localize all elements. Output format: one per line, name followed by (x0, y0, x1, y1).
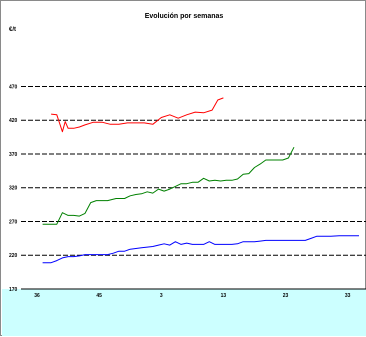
tick-layer: 170 220 270 320 370 420 470 36 45 3 13 23 33 (9, 84, 351, 299)
series-line-1 (51, 97, 224, 133)
x-tick-label: 3 (160, 293, 163, 299)
lower-band (2, 289, 366, 336)
y-tick-label: 170 (9, 287, 18, 293)
series-layer (42, 97, 359, 264)
y-tick-label: 370 (9, 152, 18, 158)
y-tick-label: 470 (9, 84, 18, 90)
x-tick-label: 33 (345, 293, 351, 299)
x-tick-label: 45 (96, 293, 102, 299)
series-line-3 (42, 235, 359, 264)
y-tick-label: 220 (9, 253, 18, 259)
x-tick-label: 23 (283, 293, 289, 299)
unit-label: €/t (9, 27, 16, 33)
grid-layer (21, 85, 366, 256)
x-tick-label: 36 (34, 293, 40, 299)
series-line-2 (42, 146, 295, 225)
y-tick-label: 320 (9, 186, 18, 192)
y-tick-label: 420 (9, 118, 18, 124)
x-tick-label: 13 (221, 293, 227, 299)
y-tick-label: 270 (9, 219, 18, 225)
chart-title: Evolución por semanas (145, 13, 224, 20)
